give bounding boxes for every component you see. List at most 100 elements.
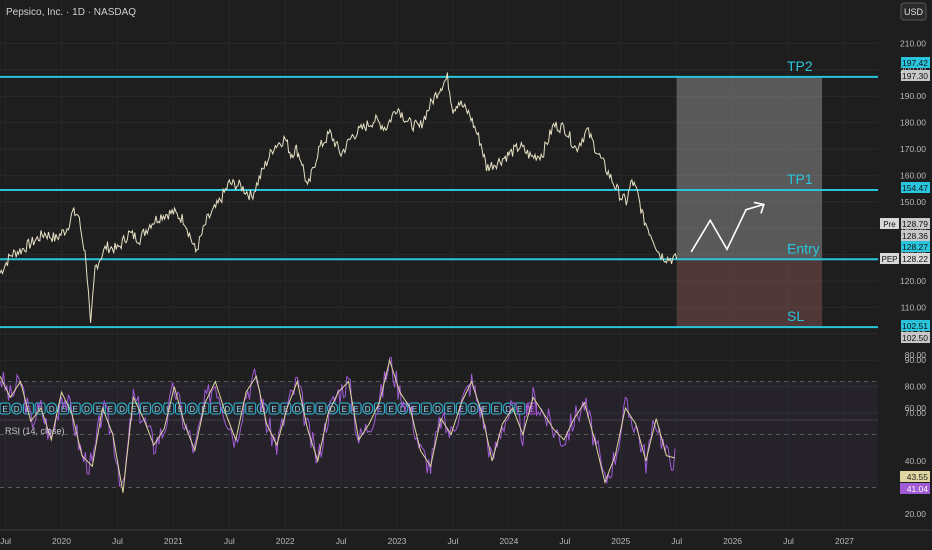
earnings-badge-letter: E (307, 405, 312, 414)
time-axis[interactable]: Jul 2020 Jul 2021 Jul 2022 Jul 2023 Jul 2024 Jul 20… (0, 529, 932, 546)
earnings-badge-letter: E (459, 405, 464, 414)
earnings-badge-letter: E (318, 405, 323, 414)
earnings-badge-letter: E (424, 405, 429, 414)
earnings-badge (69, 402, 81, 415)
earnings-badge-letter: D (435, 405, 441, 414)
earnings-badge-letter: E (447, 405, 452, 414)
time-tick-label: 2024 (499, 536, 518, 546)
projection-path (690, 203, 765, 253)
earnings-badge-letter: E (271, 405, 276, 414)
earnings-badge-letter: D (119, 405, 125, 414)
currency-label: USD (904, 7, 924, 17)
earnings-badge-letter: E (377, 405, 382, 414)
level-label-tp2: TP2 (787, 58, 813, 74)
earnings-badge-letter: E (482, 405, 487, 414)
earnings-badge (0, 402, 11, 415)
level-lines: TP2 TP1 Entry SL (0, 58, 878, 329)
price-tick-label: 210.00 (900, 38, 926, 48)
earnings-badge-letter: D (189, 405, 195, 414)
price-tick-label: 150.00 (900, 197, 926, 207)
price-label-box (901, 57, 930, 68)
earnings-badge (139, 402, 151, 415)
earnings-badge (385, 402, 397, 415)
price-label-value: 197.30 (902, 71, 928, 81)
zone-stop (676, 259, 823, 328)
currency-button[interactable]: USD (900, 2, 927, 21)
zone-target (676, 76, 823, 260)
earnings-badge-letter: E (26, 405, 31, 414)
projection-arrowhead (753, 201, 765, 214)
price-label-box (901, 230, 930, 241)
earnings-badge (245, 402, 257, 415)
earnings-badge-letter: D (260, 405, 266, 414)
price-label-box (901, 182, 930, 193)
time-tick-label: Jul (112, 536, 123, 546)
projection-arrow (690, 201, 765, 253)
earnings-badge-letter: E (108, 405, 113, 414)
rsi-tick-label: 60.00 (905, 403, 927, 413)
earnings-badge-letter: D (330, 405, 336, 414)
price-tick-label: 80.00 (905, 382, 927, 392)
price-tick-label: 70.00 (905, 408, 927, 418)
price-tick-label: 170.00 (900, 144, 926, 154)
earnings-badge (210, 402, 222, 415)
earnings-badge-letter: E (248, 405, 253, 414)
symbol-title: Pepsico, Inc. · 1D · NASDAQ (6, 7, 136, 18)
time-tick-label: Jul (0, 536, 11, 546)
time-tick-label: Jul (783, 536, 794, 546)
earnings-badge-letter: E (342, 405, 347, 414)
earnings-badge-letter: E (494, 405, 499, 414)
rsi-value-box (900, 483, 930, 494)
price-line (0, 72, 678, 324)
level-label-entry: Entry (787, 240, 820, 256)
time-tick-label: 2020 (52, 536, 71, 546)
earnings-badge (432, 402, 444, 415)
price-label-tag: PEP (881, 255, 897, 264)
price-label-box (901, 253, 930, 264)
level-label-sl: SL (787, 308, 804, 324)
time-tick-label: 2022 (276, 536, 295, 546)
price-label-value: 154.47 (902, 183, 928, 193)
earnings-badge (292, 402, 303, 415)
price-label-value: 197.42 (902, 58, 928, 68)
price-label-tag-box (880, 253, 899, 264)
price-axis[interactable]: 70.0080.0090.00100.00110.00120.00130.001… (878, 0, 932, 550)
rsi-tick-label: 40.00 (905, 456, 927, 466)
earnings-badge-letter: E (388, 405, 393, 414)
time-tick-label: Jul (448, 536, 459, 546)
price-label-value: 128.22 (902, 254, 928, 264)
earnings-badge (11, 402, 23, 415)
price-label-value: 128.79 (902, 219, 928, 229)
time-tick-label: Jul (559, 536, 570, 546)
price-label-box (901, 332, 930, 343)
price-label-box (901, 70, 930, 81)
time-tick-label: 2021 (164, 536, 183, 546)
rsi-ma-line (0, 358, 676, 493)
earnings-badge-letter: D (49, 405, 55, 414)
earnings-badge-letter: E (213, 405, 218, 414)
earnings-badge (467, 402, 479, 415)
price-tick-label: 90.00 (905, 355, 927, 365)
earnings-badge-letter: D (470, 405, 476, 414)
earnings-badge-letter: E (283, 405, 288, 414)
earnings-badge-letter: D (14, 405, 20, 414)
price-tick-label: 110.00 (901, 302, 927, 312)
earnings-badge-letter: D (505, 405, 511, 414)
rsi-title: RSI (14, close) (5, 426, 65, 436)
earnings-badge (151, 402, 163, 415)
trade-zones (676, 76, 823, 328)
rsi-pane (0, 356, 878, 493)
price-label-box (901, 241, 930, 252)
earnings-badge (362, 402, 374, 415)
earnings-badge (186, 402, 198, 415)
rsi-tick-label: 20.00 (905, 509, 927, 519)
earnings-badge (46, 402, 58, 415)
time-tick-label: 2026 (723, 536, 742, 546)
price-axis-bg (878, 0, 932, 550)
level-label-tp1: TP1 (787, 171, 813, 187)
earnings-badge (116, 402, 128, 415)
earnings-badge-letter: E (2, 405, 7, 414)
rsi-value-box (900, 471, 930, 482)
earnings-badge-letter: E (353, 405, 358, 414)
time-tick-label: Jul (336, 536, 347, 546)
